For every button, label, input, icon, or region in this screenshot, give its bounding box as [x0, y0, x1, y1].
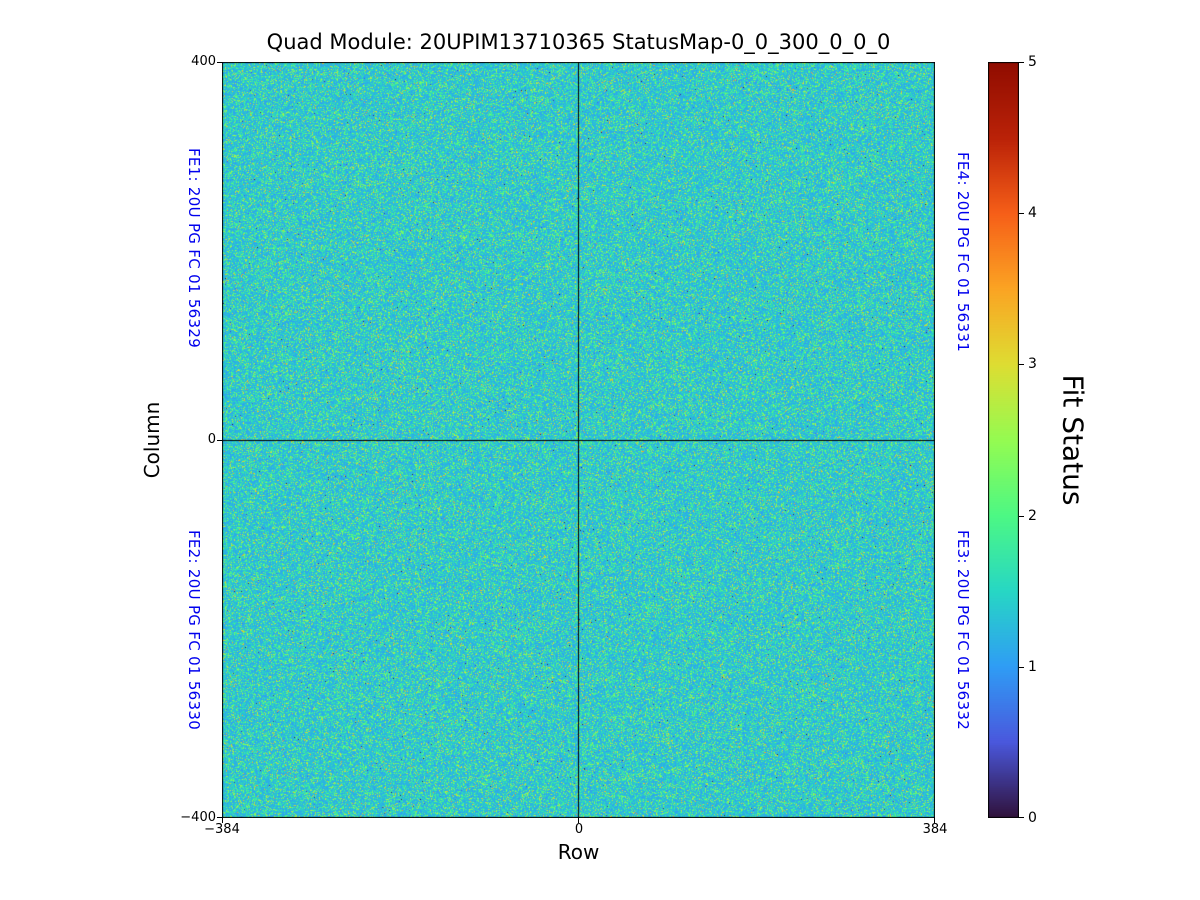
fe3-annotation: FE3: 20U PG FC 01 56332 [954, 530, 972, 730]
fe4-annotation: FE4: 20U PG FC 01 56331 [954, 152, 972, 352]
x-tick-label-0: 0 [544, 822, 614, 837]
colorbar-tick-label-3: 3 [1028, 356, 1062, 372]
y-tick-mark [217, 62, 222, 63]
colorbar-label: Fit Status [1057, 375, 1090, 506]
colorbar-tick-mark [1019, 667, 1024, 668]
y-tick-label-400: 400 [140, 54, 216, 69]
x-tick-label-neg384: −384 [187, 822, 257, 837]
x-tick-label-384: 384 [900, 822, 970, 837]
y-tick-label-0: 0 [140, 432, 216, 447]
chart-title: Quad Module: 20UPIM13710365 StatusMap-0_… [122, 30, 1035, 54]
y-tick-mark [217, 440, 222, 441]
fe2-annotation: FE2: 20U PG FC 01 56330 [185, 530, 203, 730]
colorbar-tick-mark [1019, 817, 1024, 818]
colorbar-tick-label-4: 4 [1028, 205, 1062, 221]
colorbar-tick-label-5: 5 [1028, 54, 1062, 70]
figure: Quad Module: 20UPIM13710365 StatusMap-0_… [0, 0, 1200, 900]
plot-area [222, 62, 935, 818]
colorbar-tick-label-2: 2 [1028, 508, 1062, 524]
x-tick-mark [222, 818, 223, 823]
colorbar-tick-mark [1019, 516, 1024, 517]
statusmap-heatmap [222, 62, 935, 818]
colorbar-tick-label-0: 0 [1028, 810, 1062, 826]
x-tick-mark [578, 818, 579, 823]
colorbar-tick-label-1: 1 [1028, 659, 1062, 675]
colorbar-tick-mark [1019, 213, 1024, 214]
x-tick-mark [934, 818, 935, 823]
colorbar-tick-mark [1019, 364, 1024, 365]
colorbar [988, 62, 1019, 818]
colorbar-tick-mark [1019, 62, 1024, 63]
x-axis-label: Row [222, 840, 935, 864]
fe1-annotation: FE1: 20U PG FC 01 56329 [185, 148, 203, 348]
